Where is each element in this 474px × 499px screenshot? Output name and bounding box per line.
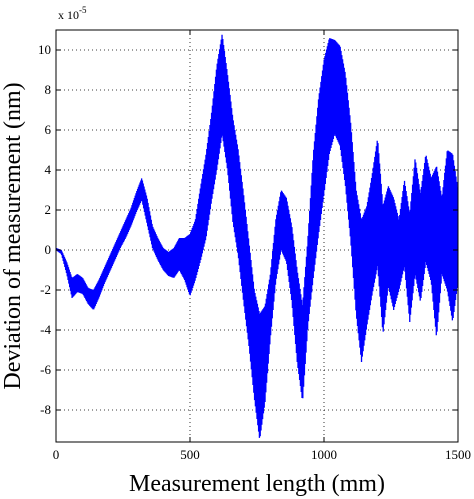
y-tick-label: -6 <box>40 362 51 377</box>
y-exponent-power: -5 <box>79 5 87 15</box>
y-exponent-label: x 10-5 <box>58 5 87 22</box>
x-tick-label: 0 <box>53 447 60 462</box>
x-tick-label: 1500 <box>445 447 471 462</box>
y-tick-label: 0 <box>45 242 52 257</box>
data-layer <box>56 34 458 438</box>
ticks <box>55 30 459 442</box>
x-axis-title: Measurement length (mm) <box>129 471 385 497</box>
y-axis-title: Deviation of measurement (nm) <box>0 82 26 389</box>
tick-labels: 0 500 1000 1500 -8 -6 -4 -2 0 2 4 6 8 10 <box>38 42 471 462</box>
series-line <box>56 34 458 438</box>
y-tick-label: -2 <box>40 282 51 297</box>
y-tick-label: 6 <box>45 122 52 137</box>
y-tick-label: -8 <box>40 402 51 417</box>
y-tick-label: -4 <box>40 322 51 337</box>
y-tick-label: 2 <box>45 202 52 217</box>
x-tick-label: 500 <box>180 447 200 462</box>
y-tick-label: 4 <box>45 162 52 177</box>
y-tick-label: 10 <box>38 42 51 57</box>
plot-frame <box>55 29 459 443</box>
y-tick-label: 8 <box>45 82 52 97</box>
x-tick-label: 1000 <box>311 447 337 462</box>
